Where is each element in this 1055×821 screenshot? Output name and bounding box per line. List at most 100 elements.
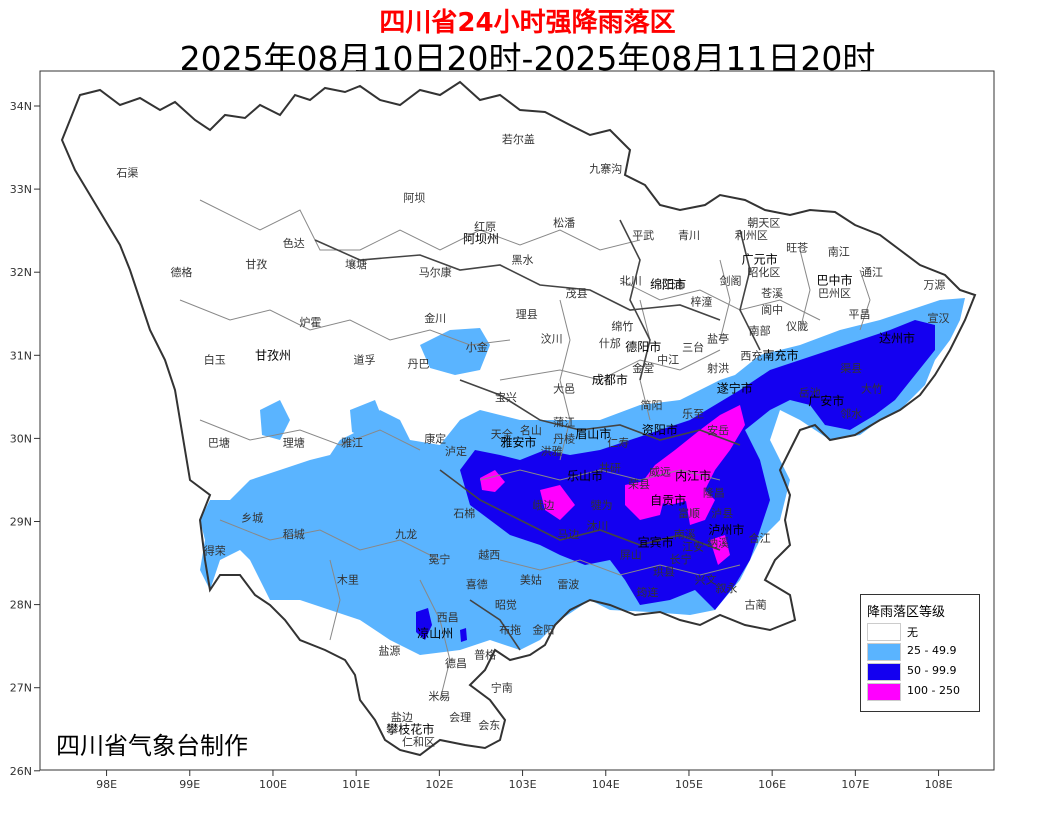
county-label: 名山 [520,423,542,437]
county-label: 隆昌 [703,485,725,499]
county-label: 九龙 [395,528,417,541]
county-label: 米易 [428,690,450,703]
city-label: 眉山市 [575,426,611,441]
county-boundaries [179,199,871,701]
county-label: 中江 [657,353,679,366]
county-label: 荣县 [628,478,650,491]
county-label: 康定 [424,431,446,445]
county-label: 越西 [478,548,500,562]
county-label: 巴州区 [818,287,851,300]
county-label: 乐至 [682,407,704,420]
county-label: 北川 [620,275,642,288]
rain-medium-xichang-2 [460,628,467,642]
lat-tick-label: 31N [10,349,32,362]
county-label: 江安 [682,539,704,553]
lat-tick-label: 33N [10,183,32,196]
county-label: 红原 [474,220,496,233]
county-label: 九寨沟 [589,161,622,175]
county-label: 壤塘 [345,257,367,271]
lon-tick-label: 99E [179,778,200,791]
county-label: 盐边 [391,711,413,724]
county-label: 南江 [828,245,850,258]
county-label: 沐川 [586,520,608,533]
county-label: 宣汉 [928,311,950,325]
city-label: 宜宾市 [638,534,674,549]
county-label: 宁南 [491,681,513,695]
county-label: 布拖 [499,623,521,637]
legend-item: 无 [867,623,977,641]
county-label: 会理 [449,711,471,724]
legend-label: 无 [907,626,918,639]
county-label: 简阳 [641,398,663,412]
county-label: 盐亭 [707,332,729,346]
legend-label: 50 - 99.9 [907,664,957,677]
county-label: 泸定 [445,444,467,458]
rain-heavy-neijiang [640,405,745,505]
lon-tick-label: 106E [758,778,786,791]
county-label: 万源 [923,278,945,292]
county-label: 丹棱 [553,432,575,445]
lon-tick-label: 108E [925,778,953,791]
county-label: 合江 [749,531,771,545]
lat-tick-label: 29N [10,516,32,529]
city-label: 攀枝花市 [386,721,434,736]
lon-tick-label: 104E [592,778,620,791]
rain-heavy-luzhou [685,490,715,525]
county-label: 江油 [661,278,683,292]
legend-swatch [867,623,901,641]
county-label: 通江 [861,266,883,279]
legend: 降雨落区等级 无 25 - 49.9 50 - 99.9 100 - 250 [860,594,980,712]
county-label: 长宁 [670,552,692,566]
county-label: 雅江 [341,436,363,450]
legend-swatch [867,683,901,701]
county-label: 大竹 [861,382,883,396]
county-label: 平武 [632,229,654,242]
lat-tick-label: 26N [10,765,32,778]
county-label: 仁和区 [402,736,435,749]
county-label: 威远 [649,466,671,479]
county-label: 松潘 [553,215,575,229]
county-label: 屏山 [620,549,642,562]
county-label: 峨边 [532,499,554,512]
county-label: 稻城 [283,528,305,541]
county-label: 理县 [516,308,538,321]
city-label: 泸州市 [708,522,744,537]
rain-light-yajiang [350,400,385,440]
county-label: 南部 [749,323,771,337]
lon-tick-label: 107E [841,778,869,791]
county-label: 炉霍 [299,316,321,329]
county-label: 大邑 [553,382,575,396]
latitude-ticks: 34N 33N 32N 31N 30N 29N 28N 27N 26N [10,100,40,778]
county-label: 马尔康 [419,265,452,279]
county-label: 会东 [478,719,500,732]
city-label: 达州市 [879,331,915,346]
city-label: 南充市 [762,347,798,362]
county-label: 色达 [283,236,305,250]
county-label: 若尔盖 [502,132,535,146]
city-label: 绵阳市 [650,277,686,292]
lon-tick-label: 101E [342,778,370,791]
city-label: 广元市 [742,252,778,267]
lon-tick-label: 103E [509,778,537,791]
rain-area-100-250 [480,405,745,565]
county-label: 阆中 [761,303,783,317]
county-label: 黑水 [512,254,534,267]
county-label: 朝天区 [747,216,780,229]
city-label: 乐山市 [567,468,603,483]
city-label: 阿坝州 [463,232,499,246]
county-label: 甘孜 [245,257,267,271]
county-label: 绵竹 [611,319,633,333]
city-label: 内江市 [675,468,711,483]
lon-tick-label: 98E [96,778,117,791]
county-label: 井研 [599,460,621,474]
county-label: 理塘 [283,436,305,450]
county-label: 仁寿 [607,436,629,450]
county-label: 昭觉 [495,599,517,612]
county-label: 小金 [466,340,488,354]
county-label: 德昌 [445,656,467,670]
county-label: 普格 [474,647,496,661]
county-label: 西昌 [437,611,459,624]
county-label: 古蔺 [745,599,767,612]
county-label: 剑阁 [720,274,742,288]
